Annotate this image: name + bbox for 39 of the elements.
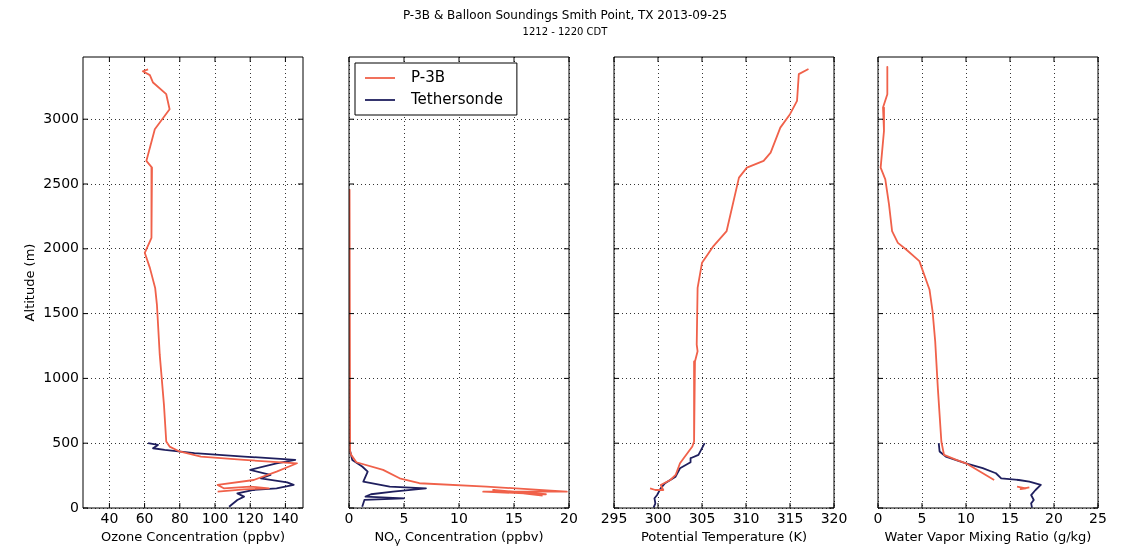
x-tick-label: 5 — [917, 510, 927, 527]
x-tick-label: 60 — [135, 510, 154, 527]
x-axis-title: Potential Temperature (K) — [639, 529, 809, 544]
text: P-3B & Balloon Soundings Smith Point, TX 2013-09-25 — [401, 8, 729, 22]
x-axis-title: Ozone Concentration (ppbv) — [99, 529, 287, 544]
y-tick-label: 0 — [70, 498, 79, 515]
x-tick-label: 310 — [732, 510, 760, 527]
y-tick-label: 2500 — [43, 174, 79, 191]
x-tick-label: 15 — [1001, 510, 1019, 527]
x-tick-label: 80 — [170, 510, 189, 527]
x-tick-label: 295 — [600, 510, 628, 527]
x-tick-label: 0 — [873, 510, 883, 527]
x-tick-label: 305 — [688, 510, 716, 527]
x-axis-title: Water Vapor Mixing Ratio (g/kg) — [883, 529, 1093, 544]
x-tick-label: 15 — [505, 510, 523, 527]
x-tick-label: 140 — [272, 510, 299, 527]
x-tick-label: 315 — [776, 510, 804, 527]
x-tick-label: 120 — [236, 510, 264, 527]
x-axis-title: NO$_{y}$ Concentration (ppbv) — [373, 529, 545, 546]
y-axis-title: Altitude (m) — [22, 243, 38, 322]
x-tick-label: 40 — [100, 510, 119, 527]
text: 1212 - 1220 CDT — [521, 26, 609, 37]
x-tick-label: 100 — [201, 510, 229, 527]
y-tick-label: 1000 — [43, 369, 79, 386]
x-tick-label: 20 — [1045, 510, 1063, 527]
legend-label: Tethersonde — [410, 89, 503, 108]
y-tick-label: 500 — [52, 433, 79, 450]
x-tick-label: 5 — [399, 510, 409, 527]
x-tick-label: 25 — [1089, 510, 1107, 527]
x-tick-label: 0 — [344, 510, 354, 527]
x-tick-label: 10 — [957, 510, 975, 527]
x-tick-label: 300 — [644, 510, 672, 527]
x-tick-label: 320 — [820, 510, 848, 527]
x-tick-label: 10 — [450, 510, 468, 527]
y-tick-label: 2000 — [43, 239, 79, 256]
legend-label: P-3B — [411, 67, 445, 86]
y-tick-label: 3000 — [43, 109, 79, 126]
x-tick-label: 20 — [560, 510, 578, 527]
y-tick-label: 1500 — [43, 304, 79, 321]
